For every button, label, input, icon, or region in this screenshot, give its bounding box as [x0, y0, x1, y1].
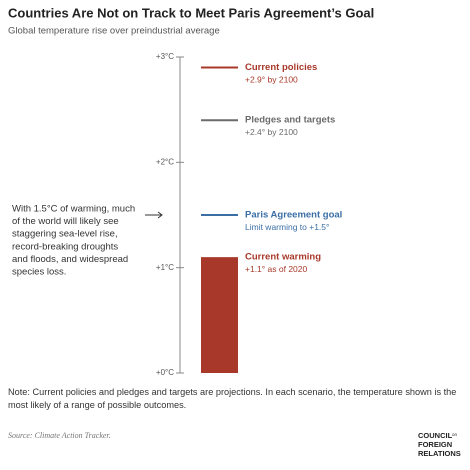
- legend-label: Pledges and targets: [245, 115, 335, 126]
- bar: [201, 257, 238, 373]
- annotation: With 1.5°C of warming, much: [12, 204, 135, 215]
- logo-text: on: [452, 432, 458, 437]
- logo: COUNCIL on FOREIGN RELATIONS: [418, 431, 461, 458]
- logo-text: RELATIONS: [418, 449, 461, 458]
- legend-label: Current policies: [245, 62, 317, 73]
- annotation: species loss.: [12, 267, 66, 278]
- source: Source: Climate Action Tracker.: [8, 431, 111, 440]
- chart-title: Countries Are Not on Track to Meet Paris…: [8, 5, 374, 20]
- data-label: Limit warming to +1.5°: [245, 222, 329, 232]
- y-tick-label: +0°C: [156, 368, 174, 377]
- data-label: +2.4° by 2100: [245, 127, 298, 137]
- annotation: staggering sea-level rise,: [12, 229, 118, 240]
- y-tick-label: +1°C: [156, 263, 174, 272]
- legend-label: Paris Agreement goal: [245, 210, 342, 221]
- logo-text: FOREIGN: [418, 440, 452, 449]
- data-label: +2.9° by 2100: [245, 74, 298, 84]
- chart-subtitle: Global temperature rise over preindustri…: [8, 26, 220, 37]
- legend-label: Current warming: [245, 252, 321, 263]
- annotation: of the world will likely see: [12, 216, 119, 227]
- logo-text: COUNCIL: [418, 431, 453, 440]
- annotation: and floods, and widespread: [12, 254, 128, 265]
- note: Note: Current policies and pledges and t…: [8, 387, 457, 410]
- arrow-head: [157, 211, 163, 219]
- annotation: record-breaking droughts: [12, 241, 118, 252]
- data-label: +1.1° as of 2020: [245, 264, 308, 274]
- y-tick-label: +3°C: [156, 52, 174, 61]
- y-tick-label: +2°C: [156, 157, 174, 166]
